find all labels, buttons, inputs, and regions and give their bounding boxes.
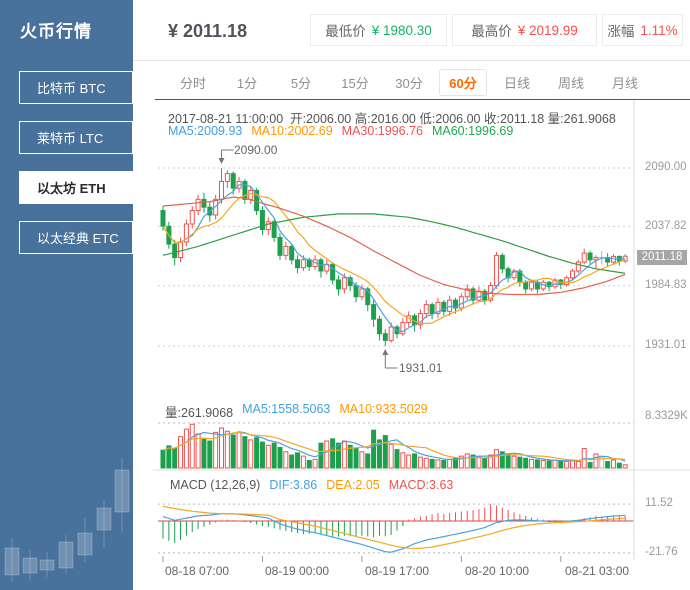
volume-ma10-value: MA10:933.5029 [339, 402, 428, 416]
date-label: 08-20 10:00 [465, 564, 530, 578]
volume-header: 量:261.9068 MA5:1558.5063 MA10:933.5029 [165, 402, 428, 421]
current-price-badge: 2011.18 [637, 250, 687, 265]
tab-15min[interactable]: 15分 [328, 68, 382, 96]
tabs-divider [155, 99, 690, 100]
stat-value: ¥ 2019.99 [517, 22, 578, 38]
macd-params: MACD (12,26,9) [170, 478, 261, 492]
tab-daily[interactable]: 日线 [490, 68, 544, 96]
macd-header: MACD (12,26,9) DIF:3.86 DEA:2.05 MACD:3.… [170, 478, 453, 492]
stat-highest-price: 最高价 ¥ 2019.99 [452, 14, 597, 46]
kline-chart[interactable] [133, 100, 690, 590]
volume-axis-label: 8.3329K [645, 410, 688, 422]
tab-label: 分时 [179, 75, 206, 91]
price-axis-label: 2037.82 [645, 220, 687, 232]
ma5-value: MA5:2009.93 [168, 124, 243, 138]
candlestick-watermark-icon [4, 458, 130, 582]
price-axis-label: 2090.00 [645, 161, 687, 173]
ohlc-info-line: 2017-08-21 11:00:00 开:2006.00 高:2016.00 … [168, 112, 616, 126]
tab-1min[interactable]: 1分 [220, 68, 274, 96]
tab-timeline[interactable]: 分时 [166, 68, 220, 96]
stat-label: 涨幅 [607, 24, 635, 39]
ma10-value: MA10:2002.69 [251, 124, 333, 138]
sidebar-item-ltc[interactable]: 莱特币 LTC [19, 121, 133, 154]
sidebar-item-label: 以太坊 ETH [37, 181, 106, 196]
current-price: ¥ 2011.18 [168, 21, 248, 41]
period-tabs: 分时 1分 5分 15分 30分 60分 日线 周线 月线 [166, 68, 652, 96]
sidebar-item-etc[interactable]: 以太经典 ETC [19, 221, 133, 254]
tab-30min[interactable]: 30分 [382, 68, 436, 96]
app-title: 火币行情 [20, 22, 92, 41]
tab-label: 1分 [236, 75, 258, 91]
ma30-value: MA30:1996.76 [341, 124, 423, 138]
low-annotation-label: 1931.01 [399, 361, 443, 375]
price-axis-label: 1931.01 [645, 339, 687, 351]
tab-label: 日线 [503, 75, 530, 91]
tab-label: 15分 [341, 75, 369, 91]
sidebar-item-eth[interactable]: 以太坊 ETH [19, 171, 133, 204]
high-annotation-label: 2090.00 [234, 143, 278, 157]
stat-lowest-price: 最低价 ¥ 1980.30 [310, 14, 447, 46]
date-label: 08-19 00:00 [265, 564, 330, 578]
stat-change-percent: 涨幅 1.11% [602, 14, 683, 46]
stat-value: ¥ 1980.30 [371, 22, 432, 38]
header-divider [133, 60, 690, 61]
tab-monthly[interactable]: 月线 [598, 68, 652, 96]
stat-value: 1.11% [640, 22, 678, 38]
tab-label: 60分 [439, 68, 487, 96]
date-label: 08-18 07:00 [165, 564, 230, 578]
tab-5min[interactable]: 5分 [274, 68, 328, 96]
macd-dif-value: DIF:3.86 [269, 478, 318, 492]
volume-ma5-value: MA5:1558.5063 [242, 402, 331, 416]
macd-axis-bottom-label: -21.76 [645, 546, 678, 558]
sidebar: 火币行情 比特币 BTC 莱特币 LTC 以太坊 ETH 以太经典 ETC [0, 0, 133, 590]
macd-dea-value: DEA:2.05 [326, 478, 380, 492]
volume-value: 量:261.9068 [165, 406, 234, 420]
tab-60min[interactable]: 60分 [436, 68, 490, 96]
tab-label: 5分 [290, 75, 312, 91]
sidebar-item-label: 比特币 BTC [37, 81, 106, 96]
sidebar-item-btc[interactable]: 比特币 BTC [19, 71, 133, 104]
macd-value: MACD:3.63 [388, 478, 454, 492]
tab-label: 30分 [395, 75, 423, 91]
date-label: 08-21 03:00 [565, 564, 630, 578]
date-label: 08-19 17:00 [365, 564, 430, 578]
tab-weekly[interactable]: 周线 [544, 68, 598, 96]
price-axis-label: 1984.83 [645, 279, 687, 291]
sidebar-item-label: 以太经典 ETC [37, 231, 119, 246]
ma60-value: MA60:1996.69 [431, 124, 514, 138]
macd-axis-top-label: 11.52 [645, 497, 673, 509]
tab-label: 月线 [611, 75, 638, 91]
tab-label: 周线 [557, 75, 584, 91]
stat-label: 最低价 [325, 24, 366, 39]
sidebar-item-label: 莱特币 LTC [37, 131, 104, 146]
ma-info-line: MA5:2009.93 MA10:2002.69 MA30:1996.76 MA… [168, 124, 513, 138]
stat-label: 最高价 [471, 24, 512, 39]
